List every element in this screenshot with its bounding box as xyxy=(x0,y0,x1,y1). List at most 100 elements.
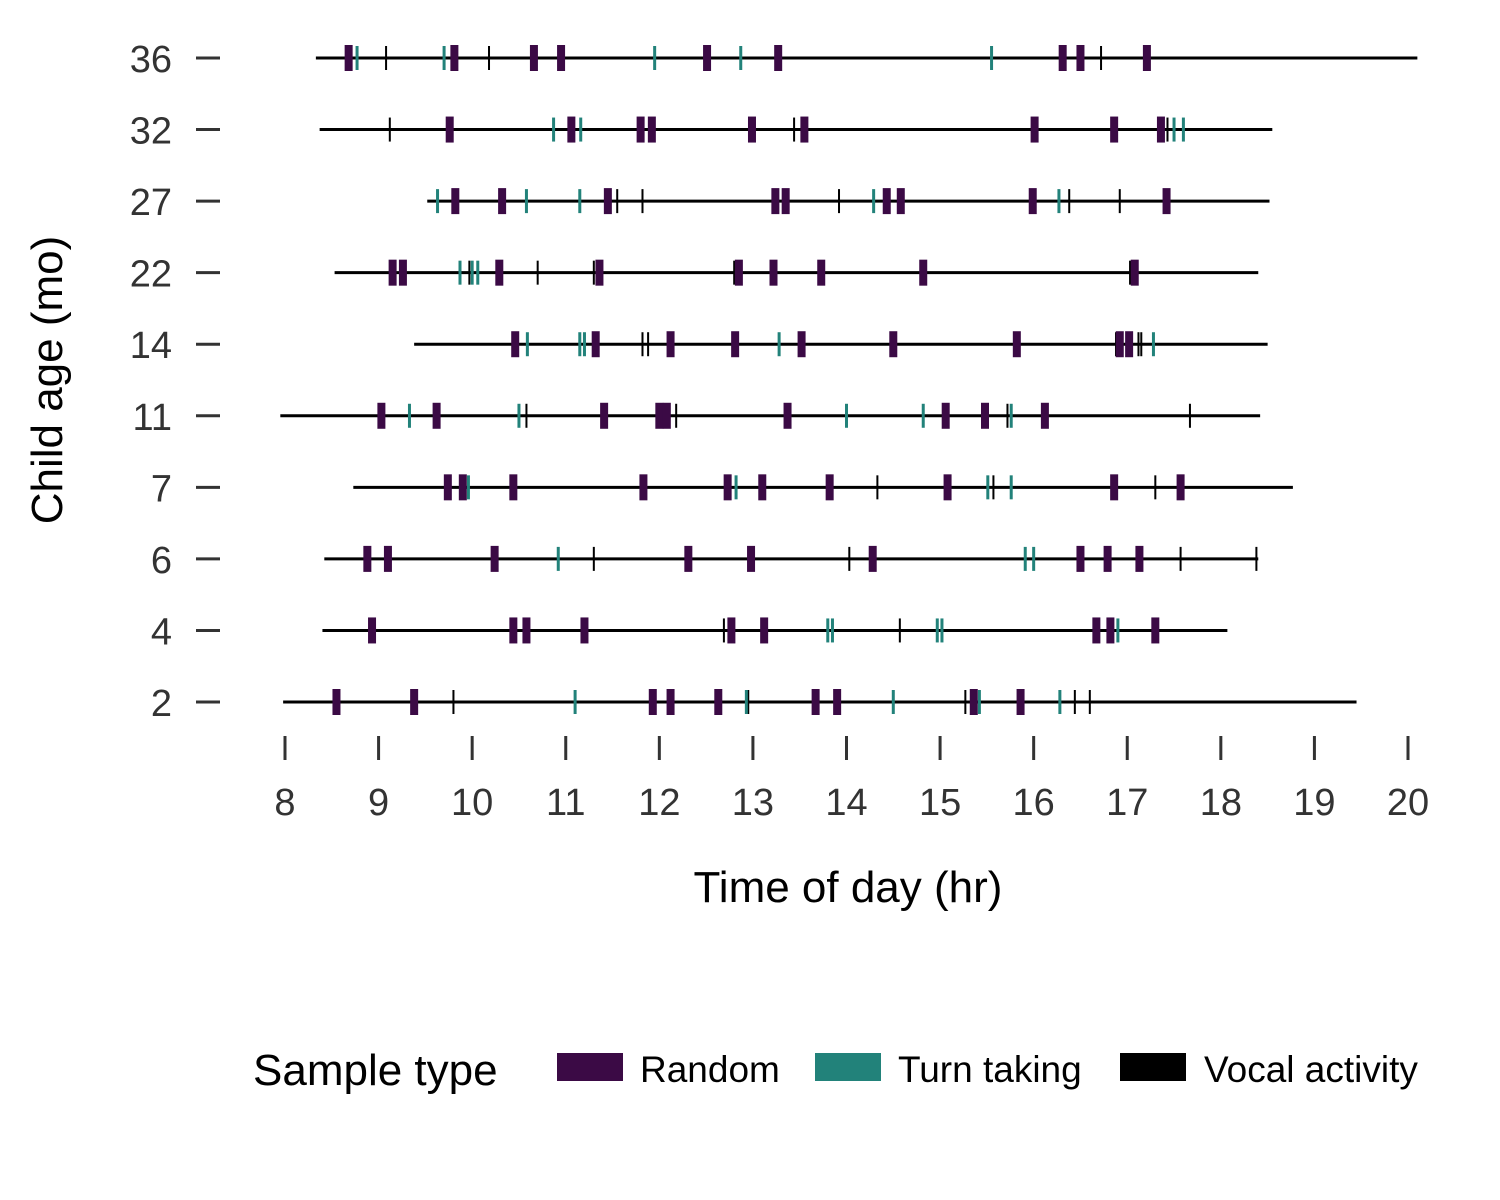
vocal-activity-mark xyxy=(1140,332,1143,357)
random-sample-mark xyxy=(509,474,518,501)
random-sample-mark xyxy=(410,689,419,715)
timeline-row-36 xyxy=(315,45,1418,71)
turn-taking-mark xyxy=(1009,475,1013,500)
x-tick-label: 17 xyxy=(1106,782,1148,824)
vocal-activity-mark xyxy=(733,260,736,285)
x-axis: 8 9 10 11 12 13 14 15 16 17 18 19 20 xyxy=(274,736,1429,824)
random-sample-mark xyxy=(647,116,656,143)
random-sample-mark xyxy=(1142,45,1151,71)
random-sample-mark xyxy=(529,45,538,71)
turn-taking-mark xyxy=(552,117,556,142)
y-tick-label: 7 xyxy=(151,468,172,510)
random-sample-mark xyxy=(595,259,604,286)
turn-taking-mark xyxy=(355,46,359,70)
timeline-row-7 xyxy=(353,474,1293,501)
random-sample-mark xyxy=(760,617,769,644)
y-tick-label: 36 xyxy=(130,39,172,81)
random-sample-mark xyxy=(868,545,877,572)
turn-taking-mark xyxy=(1116,618,1120,643)
turn-taking-mark xyxy=(407,403,411,428)
turn-taking-mark xyxy=(476,260,480,285)
random-sample-mark xyxy=(882,188,891,215)
random-sample-mark xyxy=(1135,545,1144,572)
random-sample-mark xyxy=(771,188,780,215)
x-tick-label: 16 xyxy=(1013,782,1055,824)
random-sample-mark xyxy=(1162,188,1171,215)
legend-swatch-turn-taking xyxy=(815,1053,881,1081)
random-sample-mark xyxy=(825,474,834,501)
random-sample-mark xyxy=(833,689,842,715)
timeline-row-6 xyxy=(324,545,1259,572)
random-sample-mark xyxy=(734,259,743,286)
random-sample-mark xyxy=(603,188,612,215)
y-tick-label: 6 xyxy=(151,540,172,582)
random-sample-mark xyxy=(727,617,736,644)
y-tick-label: 27 xyxy=(130,182,172,224)
vocal-activity-mark xyxy=(1100,46,1103,70)
y-tick-label: 22 xyxy=(130,254,172,296)
random-sample-mark xyxy=(580,617,589,644)
random-sample-mark xyxy=(1125,331,1134,358)
y-axis: 36 32 27 22 14 11 7 6 4 2 xyxy=(130,39,220,725)
random-sample-mark xyxy=(666,331,675,358)
x-tick-label: 14 xyxy=(825,782,867,824)
vocal-activity-mark xyxy=(641,189,644,214)
turn-taking-mark xyxy=(921,403,925,428)
turn-taking-mark xyxy=(1181,117,1185,142)
random-sample-mark xyxy=(388,259,397,286)
random-sample-mark xyxy=(1103,545,1112,572)
turn-taking-mark xyxy=(1032,546,1036,571)
random-sample-mark xyxy=(600,402,609,429)
y-tick-label: 11 xyxy=(133,397,172,439)
random-sample-mark xyxy=(443,474,452,501)
random-sample-mark xyxy=(662,402,671,429)
x-tick-label: 15 xyxy=(919,782,961,824)
vocal-activity-mark xyxy=(1154,475,1157,500)
vocal-activity-mark xyxy=(488,46,491,70)
random-sample-mark xyxy=(1040,402,1049,429)
vocal-activity-mark xyxy=(641,332,644,357)
timeline-row-14 xyxy=(414,331,1268,358)
random-sample-mark xyxy=(758,474,767,501)
random-sample-mark xyxy=(1130,259,1139,286)
vocal-activity-mark xyxy=(1088,690,1091,714)
vocal-activity-mark xyxy=(592,546,595,571)
random-sample-mark xyxy=(377,402,386,429)
random-sample-mark xyxy=(398,259,407,286)
random-sample-mark xyxy=(800,116,809,143)
vocal-activity-mark xyxy=(992,475,995,500)
random-sample-mark xyxy=(943,474,952,501)
x-tick-label: 19 xyxy=(1293,782,1335,824)
timeline-row-2 xyxy=(283,689,1357,715)
turn-taking-mark xyxy=(1023,546,1027,571)
random-sample-mark xyxy=(703,45,712,71)
random-sample-mark xyxy=(344,45,353,71)
random-sample-mark xyxy=(666,689,675,715)
random-sample-mark xyxy=(774,45,783,71)
timeline-row-22 xyxy=(334,259,1259,286)
random-sample-mark xyxy=(1156,116,1165,143)
vocal-activity-mark xyxy=(1118,189,1121,214)
random-sample-mark xyxy=(639,474,648,501)
turn-taking-mark xyxy=(579,117,583,142)
legend-swatch-random xyxy=(557,1053,623,1081)
vocal-activity-mark xyxy=(964,690,967,714)
random-sample-mark xyxy=(941,402,950,429)
turn-taking-mark xyxy=(1172,117,1176,142)
x-tick-label: 13 xyxy=(732,782,774,824)
random-sample-mark xyxy=(1110,116,1119,143)
legend-label-vocal-activity: Vocal activity xyxy=(1204,1049,1418,1090)
vocal-activity-mark xyxy=(525,403,528,428)
vocal-activity-mark xyxy=(722,618,725,643)
random-sample-mark xyxy=(811,689,820,715)
random-sample-mark xyxy=(1030,116,1039,143)
random-sample-mark xyxy=(557,45,566,71)
turn-taking-mark xyxy=(977,690,981,714)
random-sample-mark xyxy=(522,617,531,644)
turn-taking-mark xyxy=(1151,332,1155,357)
vocal-activity-mark xyxy=(1006,403,1009,428)
random-sample-mark xyxy=(1076,45,1085,71)
random-sample-mark xyxy=(450,45,459,71)
turn-taking-mark xyxy=(470,260,474,285)
